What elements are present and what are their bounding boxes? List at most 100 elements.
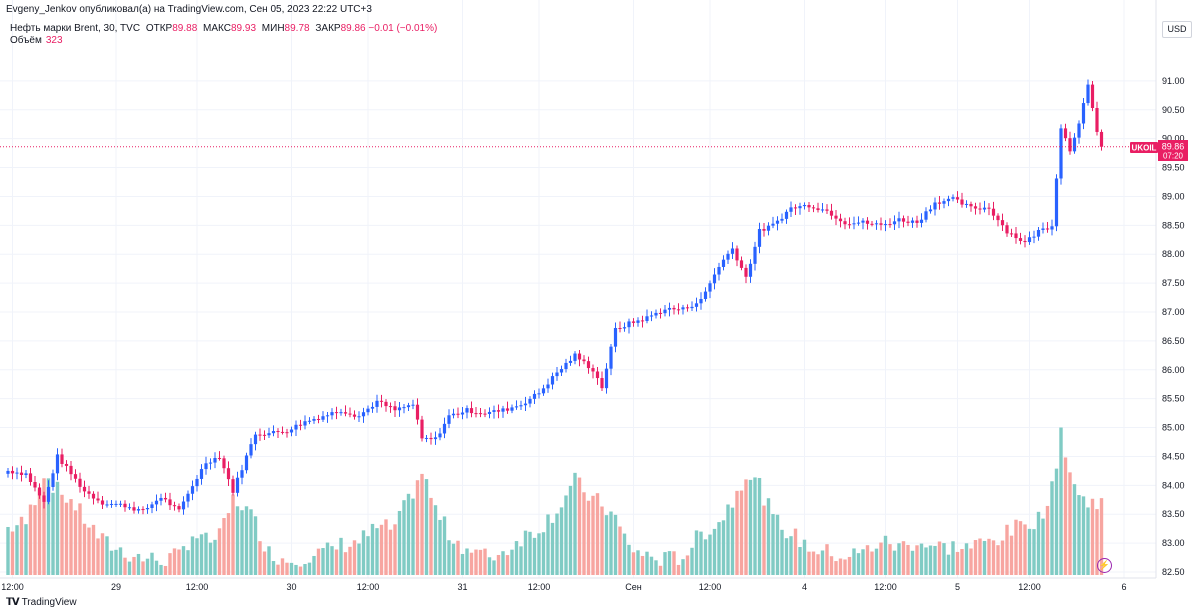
volume-bar xyxy=(888,544,892,575)
candle-body xyxy=(123,503,127,508)
candle-body xyxy=(654,312,658,316)
candle-body xyxy=(456,413,460,415)
volume-bar xyxy=(258,541,262,575)
volume-bar xyxy=(681,559,685,575)
time-tick-label: 12:00 xyxy=(528,582,551,592)
volume-bar xyxy=(586,500,591,575)
price-tick-label: 83.50 xyxy=(1162,509,1185,519)
candle-body xyxy=(96,498,100,501)
tradingview-brand: TradingView xyxy=(21,597,77,608)
candle-body xyxy=(681,307,685,310)
currency-button[interactable]: USD xyxy=(1162,21,1192,38)
publisher-line: Evgeny_Jenkov опубликовал(а) на TradingV… xyxy=(6,4,372,15)
lightning-icon[interactable]: ⚡ xyxy=(1097,558,1112,573)
volume-label[interactable]: Объём xyxy=(10,35,42,46)
candle-body xyxy=(861,220,865,223)
candle-body xyxy=(564,362,568,370)
volume-bar xyxy=(402,500,406,575)
candle-body xyxy=(190,486,195,494)
candle-body xyxy=(303,421,307,426)
candle-body xyxy=(379,400,384,402)
volume-legend: Объём 323 xyxy=(10,35,63,46)
candle-body xyxy=(204,463,208,470)
volume-bar xyxy=(645,551,649,575)
candle-body xyxy=(811,207,816,209)
price-tick-label: 86.50 xyxy=(1162,336,1185,346)
volume-bar xyxy=(762,505,766,575)
candle-body xyxy=(285,432,289,434)
candle-body xyxy=(312,418,316,421)
volume-bar xyxy=(433,505,438,575)
volume-bar xyxy=(303,564,307,575)
candle-body xyxy=(753,246,757,264)
volume-bar xyxy=(69,499,73,575)
volume-bar xyxy=(114,549,118,575)
price-axis[interactable]: 82.50 83.00 83.50 84.00 84.50 85.00 85.50 86.00… xyxy=(1162,76,1185,577)
volume-bar xyxy=(352,540,357,575)
candle-body xyxy=(69,465,73,475)
candle-body xyxy=(136,509,141,511)
candle-body xyxy=(366,408,370,413)
candle-body xyxy=(447,415,451,424)
volume-bar xyxy=(334,549,339,575)
volume-bar xyxy=(132,556,136,575)
candle-body xyxy=(1077,123,1081,138)
volume-bar xyxy=(487,557,492,575)
candle-body xyxy=(888,224,892,226)
volume-bar xyxy=(1068,472,1072,575)
volume-bar xyxy=(622,533,627,575)
price-tick-label: 83.00 xyxy=(1162,538,1185,548)
volume-bar xyxy=(505,555,510,575)
candle-body xyxy=(942,201,946,204)
candle-body xyxy=(177,506,181,510)
volume-bar xyxy=(564,495,568,575)
candle-body xyxy=(150,504,154,509)
price-badge-value: 89.86 xyxy=(1162,142,1185,152)
candle-body xyxy=(595,371,600,379)
volume-bar xyxy=(465,548,469,575)
ticker-badge xyxy=(1130,142,1158,153)
high-label: МАКС xyxy=(203,23,231,34)
low-label: МИН xyxy=(261,23,285,34)
volume-bar xyxy=(838,558,843,575)
volume-bar xyxy=(235,506,240,575)
volume-bar xyxy=(366,536,370,575)
volume-bar xyxy=(348,546,352,575)
candle-body xyxy=(843,221,847,225)
candle-body xyxy=(708,283,712,292)
candle-body xyxy=(915,220,919,223)
candle-body xyxy=(415,404,420,420)
volume-bar xyxy=(541,532,546,575)
candle-body xyxy=(91,493,96,499)
symbol-label[interactable]: Нефть марки Brent, 30, TVC xyxy=(10,23,141,34)
volume-bar xyxy=(190,536,195,575)
volume-bar xyxy=(181,546,186,575)
volume-bar xyxy=(1041,518,1045,575)
candle-body xyxy=(960,199,964,205)
candle-body xyxy=(271,431,276,434)
candle-body xyxy=(807,204,811,208)
grid-lines xyxy=(0,0,1156,578)
candle-body xyxy=(42,495,46,502)
volume-bar xyxy=(951,541,955,575)
volume-bar xyxy=(289,562,294,575)
candle-body xyxy=(429,437,433,440)
time-axis[interactable]: 12:00 29 12:00 30 12:00 31 12:00 Сен 12:00 4 12:00… xyxy=(1,582,1126,592)
volume-bar xyxy=(325,542,330,575)
candle-body xyxy=(694,303,699,307)
price-tick-label: 85.00 xyxy=(1162,423,1185,433)
volume-bar xyxy=(280,558,285,575)
candle-body xyxy=(514,406,519,408)
time-tick-label: 12:00 xyxy=(874,582,897,592)
volume-bar xyxy=(1063,457,1068,575)
volume-bar xyxy=(60,494,64,575)
volume-bar xyxy=(388,529,393,575)
candle-body xyxy=(154,500,159,505)
price-tick-label: 88.50 xyxy=(1162,220,1185,230)
candle-body xyxy=(1095,108,1099,132)
candle-body xyxy=(213,457,217,463)
candle-body xyxy=(982,207,987,210)
candle-body xyxy=(730,248,735,254)
candle-body xyxy=(793,207,798,209)
